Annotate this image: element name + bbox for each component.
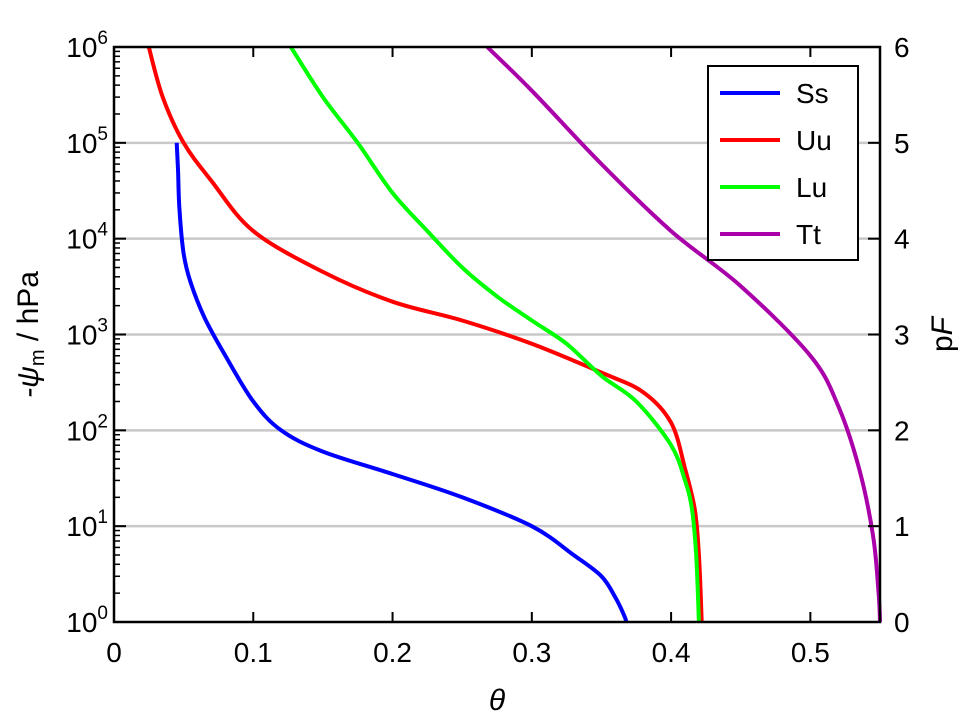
y2-tick-label: 1: [894, 511, 910, 542]
y-tick-label: 104: [66, 220, 108, 255]
y-tick-label: 105: [66, 124, 108, 159]
y-tick-label-exponent: 6: [97, 28, 108, 49]
x-tick-label: 0: [106, 637, 122, 668]
y-tick-label-exponent: 3: [97, 316, 108, 337]
y2-tick-label: 5: [894, 128, 910, 159]
legend-label: Tt: [796, 219, 821, 250]
x-tick-label: 0.2: [373, 637, 412, 668]
x-tick-label: 0.5: [791, 637, 830, 668]
legend-label: Lu: [796, 172, 827, 203]
x-tick-labels: 0 0.1 0.2 0.3 0.4 0.5: [106, 637, 830, 668]
y2-axis-title-italic: F: [926, 315, 959, 335]
legend-label: Ss: [796, 78, 829, 109]
y2-axis-title-prefix: p: [926, 335, 959, 352]
y-axis-title-subscript: m: [27, 349, 49, 366]
legend: Ss Uu Lu Tt: [707, 65, 859, 261]
ticks: [113, 46, 880, 623]
legend-label: Uu: [796, 125, 832, 156]
y-tick-label: 100: [66, 603, 108, 638]
y-tick-label-base: 10: [66, 128, 97, 159]
y-tick-label-exponent: 0: [97, 603, 108, 624]
y-axis-title-symbol: -ψ: [12, 366, 45, 398]
y-tick-label: 102: [66, 411, 108, 446]
legend-box: [707, 65, 859, 261]
y2-tick-label: 0: [894, 607, 910, 638]
y2-tick-label: 3: [894, 320, 910, 351]
x-tick-label: 0.3: [512, 637, 551, 668]
y-tick-label-base: 10: [66, 32, 97, 63]
x-tick-label: 0.4: [652, 637, 691, 668]
x-axis-title: θ: [489, 684, 506, 717]
y-tick-label-exponent: 4: [97, 220, 108, 241]
y-tick-label: 101: [66, 507, 108, 542]
y2-tick-label: 6: [894, 32, 910, 63]
series-line-tt: [485, 45, 882, 623]
y2-tick-label: 4: [894, 224, 910, 255]
y-axis-title-unit: / hPa: [12, 271, 45, 350]
series-line-ss: [174, 142, 629, 623]
y-tick-label-base: 10: [66, 320, 97, 351]
y-tick-label-exponent: 5: [97, 124, 108, 145]
y-axis-title: -ψm / hPa: [12, 271, 49, 398]
y2-tick-labels: 0 1 2 3 4 5 6: [894, 32, 910, 638]
y-tick-label-base: 10: [66, 415, 97, 446]
series-line-uu: [146, 46, 704, 623]
y-tick-label-base: 10: [66, 607, 97, 638]
y2-axis-title: pF: [926, 315, 959, 352]
y-tick-label-base: 10: [66, 511, 97, 542]
series-line-lu: [289, 45, 701, 623]
y-tick-label: 106: [66, 28, 108, 63]
y-tick-label-base: 10: [66, 224, 97, 255]
y2-tick-label: 2: [894, 415, 910, 446]
y-tick-label: 103: [66, 316, 108, 351]
y-tick-label-exponent: 2: [97, 411, 108, 432]
series-group: [146, 45, 882, 623]
y-tick-label-exponent: 1: [97, 507, 108, 528]
x-tick-label: 0.1: [234, 637, 273, 668]
